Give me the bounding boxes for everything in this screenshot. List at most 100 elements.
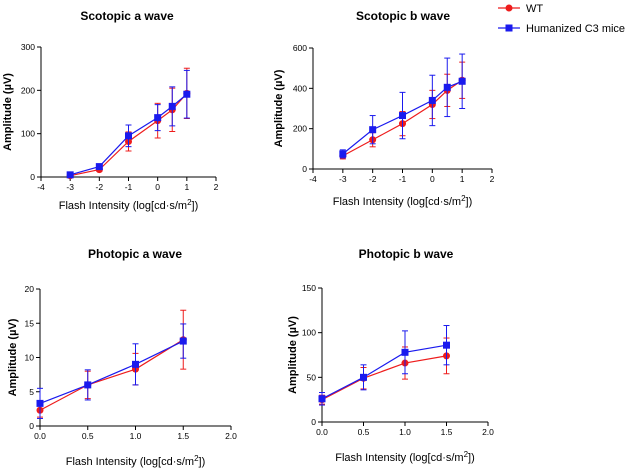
data-point <box>399 112 406 120</box>
y-axis-label: Amplitude (µV) <box>287 316 299 394</box>
x-tick-label: 2.0 <box>482 427 494 437</box>
x-tick-label: 0.0 <box>34 431 46 441</box>
chart-title: Photopic b wave <box>359 247 454 261</box>
y-tick-label: 10 <box>25 353 35 363</box>
x-tick-label: 1.0 <box>399 427 411 437</box>
chart-2: Photopic a wave 0 5 10 15 20 0.0 0.5 1.0 1.5 2.0 Am… <box>7 247 237 468</box>
chart-title: Photopic a wave <box>88 247 182 261</box>
data-point <box>84 381 92 389</box>
data-point <box>179 337 187 345</box>
series-line <box>39 339 184 411</box>
x-axis-label: Flash Intensity (log[cd·s/m2]) <box>59 198 199 212</box>
y-tick-label: 100 <box>21 129 35 139</box>
data-point <box>318 395 326 403</box>
y-tick-label: 200 <box>293 124 307 134</box>
x-axis-label-end: ]) <box>466 196 473 208</box>
series-humanized-c3 <box>36 323 187 419</box>
series-humanized-c3 <box>318 325 450 406</box>
data-point <box>154 114 162 122</box>
x-axis-label: Flash Intensity (log[cd·s/m2]) <box>66 454 206 468</box>
y-tick-label: 300 <box>21 42 35 52</box>
y-tick-label: 0 <box>30 172 35 182</box>
x-axis-label-text: Flash Intensity (log[cd·s/m <box>333 196 461 208</box>
y-tick-label: 0 <box>311 417 316 427</box>
data-point <box>369 126 377 134</box>
chart-0: Scotopic a wave 0 100 200 300 -4 -3 -2 -1 0 1 2 Ampl… <box>2 9 219 212</box>
data-point <box>132 360 139 368</box>
x-tick-label: 1 <box>460 174 465 184</box>
y-tick-label: 15 <box>25 318 35 328</box>
series-wt <box>36 309 187 418</box>
x-tick-label: 0.0 <box>316 427 328 437</box>
data-point <box>401 348 409 356</box>
chart-1: Scotopic b wave 0 200 400 600 -4 -3 -2 -1 0 1 2 Ampl… <box>273 9 495 208</box>
series-humanized-c3 <box>339 53 466 159</box>
series-line <box>39 340 184 404</box>
x-axis-label: Flash Intensity (log[cd·s/m2]) <box>333 194 473 208</box>
data-point <box>339 150 347 158</box>
y-axis-label: Amplitude (µV) <box>2 73 14 151</box>
series-line <box>321 355 447 401</box>
x-axis-label-text: Flash Intensity (log[cd·s/m <box>59 200 187 212</box>
x-axis-label-end: ]) <box>199 456 206 468</box>
data-point <box>66 171 74 179</box>
y-tick-label: 200 <box>21 85 35 95</box>
x-tick-label: 2.0 <box>225 431 237 441</box>
legend: WT Humanized C3 mice <box>498 3 625 35</box>
x-tick-label: 1.5 <box>441 427 453 437</box>
x-axis-label-text: Flash Intensity (log[cd·s/m <box>335 452 463 464</box>
chart-3: Photopic b wave 0 50 100 150 0.0 0.5 1.0 1.5 2.0 A… <box>287 247 494 464</box>
x-axis-label-superscript: 2 <box>461 194 466 203</box>
y-tick-label: 50 <box>307 372 317 382</box>
x-tick-label: -2 <box>369 174 377 184</box>
x-tick-label: 1.5 <box>177 431 189 441</box>
data-point <box>443 341 450 349</box>
x-tick-label: -1 <box>125 182 133 192</box>
legend-marker <box>505 24 513 32</box>
y-tick-label: 20 <box>25 284 35 294</box>
y-tick-label: 150 <box>302 283 316 293</box>
x-axis-label-text: Flash Intensity (log[cd·s/m <box>66 456 194 468</box>
legend-marker <box>505 4 513 12</box>
x-axis-label-superscript: 2 <box>464 450 469 459</box>
y-axis-label: Amplitude (µV) <box>273 69 285 147</box>
x-tick-label: -3 <box>66 182 74 192</box>
x-axis-label-superscript: 2 <box>194 454 199 463</box>
data-point <box>458 77 466 85</box>
data-point <box>36 399 44 407</box>
x-tick-label: 1 <box>184 182 189 192</box>
x-tick-label: -3 <box>339 174 347 184</box>
x-tick-label: 1.0 <box>130 431 142 441</box>
legend-label: WT <box>526 3 543 15</box>
data-point <box>443 83 451 91</box>
data-point <box>360 373 367 381</box>
y-axis-label: Amplitude (µV) <box>7 318 19 396</box>
y-tick-label: 0 <box>302 164 307 174</box>
data-point <box>125 132 132 140</box>
y-tick-label: 100 <box>302 328 316 338</box>
legend-label: Humanized C3 mice <box>526 23 625 35</box>
x-tick-label: -4 <box>37 182 45 192</box>
x-axis-label-superscript: 2 <box>187 198 192 207</box>
x-tick-label: 0.5 <box>82 431 94 441</box>
x-axis-label: Flash Intensity (log[cd·s/m2]) <box>335 450 475 464</box>
data-point <box>183 90 191 98</box>
chart-title: Scotopic a wave <box>80 9 174 23</box>
series-humanized-c3 <box>66 69 191 179</box>
y-tick-label: 0 <box>29 421 34 431</box>
y-tick-label: 400 <box>293 83 307 93</box>
x-tick-label: 0 <box>155 182 160 192</box>
series-line <box>321 344 447 400</box>
x-tick-label: -2 <box>96 182 104 192</box>
x-tick-label: 0 <box>430 174 435 184</box>
data-point <box>428 96 436 104</box>
data-point <box>168 102 176 110</box>
y-tick-label: 5 <box>29 387 34 397</box>
x-tick-label: 0.5 <box>358 427 370 437</box>
x-tick-label: 2 <box>214 182 219 192</box>
x-tick-label: 2 <box>490 174 495 184</box>
x-axis-label-end: ]) <box>468 452 475 464</box>
y-tick-label: 600 <box>293 43 307 53</box>
x-tick-label: -1 <box>399 174 407 184</box>
